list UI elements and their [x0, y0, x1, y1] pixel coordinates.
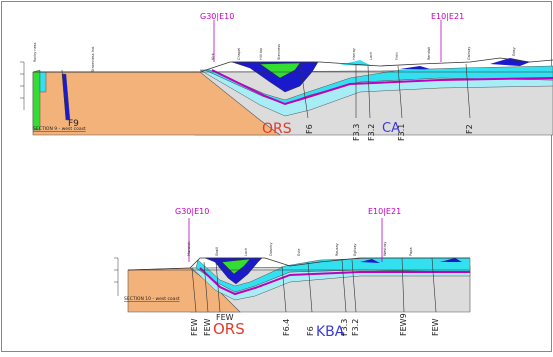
fault-label-few-1: FEW: [190, 318, 199, 336]
fault-label-few9: FEW9: [399, 313, 408, 336]
svg-text:Hill top: Hill top: [259, 47, 263, 60]
svg-text:Chapel: Chapel: [237, 48, 241, 60]
svg-text:Loch: Loch: [244, 248, 248, 256]
section-10-marker-left: G30|E10: [175, 207, 209, 216]
svg-text:Westray: Westray: [383, 242, 387, 256]
svg-text:Marwick: Marwick: [187, 241, 191, 256]
svg-text:Harray: Harray: [352, 48, 356, 60]
svg-text:Skaill: Skaill: [215, 247, 219, 256]
svg-text:Gairsay: Gairsay: [467, 47, 471, 60]
section-10-caption: SECTION 10 - west coast: [124, 296, 180, 302]
svg-text:Loch: Loch: [369, 52, 373, 60]
section-10-ors-label: ORS: [213, 320, 245, 338]
section-9-ca-label: CA: [382, 121, 400, 136]
fault-label-few-4: FEW: [431, 318, 440, 336]
fault-label-f3-2: F3.2: [367, 124, 376, 141]
svg-text:Dounby: Dounby: [269, 242, 273, 256]
svg-text:Rocky ness: Rocky ness: [33, 42, 37, 62]
section-9-ors-label: ORS: [262, 121, 292, 137]
section-10: Marwick Skaill Loch Dounby Evie Rousay E…: [114, 207, 471, 340]
svg-text:Evie: Evie: [297, 249, 301, 256]
svg-text:Rousay: Rousay: [335, 243, 339, 256]
fault-label-f2: F2: [465, 124, 474, 134]
fault-label-f6: F6: [305, 124, 314, 134]
svg-text:Eday: Eday: [512, 47, 516, 56]
fault-label-f3-1: F3.1: [397, 124, 406, 141]
fault-f9-label: F9: [68, 119, 79, 129]
fault-label-few-2: FEW: [203, 318, 212, 336]
section-10-marker-right: E10|E21: [368, 207, 401, 216]
section-9-marker-left: G30|E10: [200, 12, 234, 21]
svg-text:Egilsay: Egilsay: [353, 244, 357, 256]
section-9: Rocky ness Stromness Ind. Kirk Chapel Hi…: [20, 12, 553, 141]
section-9-marker-right: E10|E21: [431, 12, 464, 21]
fault-label-few-3: FEW: [216, 313, 234, 322]
svg-text:Stromness Ind.: Stromness Ind.: [91, 46, 95, 72]
section-10-kba-label: KBA: [316, 324, 345, 340]
fault-label-f3-3: F3.3: [352, 124, 361, 141]
fault-label-f6-4: F6.4: [282, 319, 291, 336]
fault-label-f6-s10: F6: [306, 326, 315, 336]
fault-label-f3-3-s10: F3.3: [340, 319, 349, 336]
svg-text:Stenness: Stenness: [277, 44, 281, 60]
section-9-caption: SECTION 9 - west coast: [33, 126, 86, 132]
svg-text:Papa: Papa: [409, 248, 413, 256]
frame: [1, 1, 552, 352]
fault-label-f3-2-s10: F3.2: [351, 319, 360, 336]
svg-text:Firth: Firth: [395, 52, 399, 60]
svg-text:Rendall: Rendall: [427, 47, 431, 60]
svg-text:Kirk: Kirk: [211, 52, 215, 60]
